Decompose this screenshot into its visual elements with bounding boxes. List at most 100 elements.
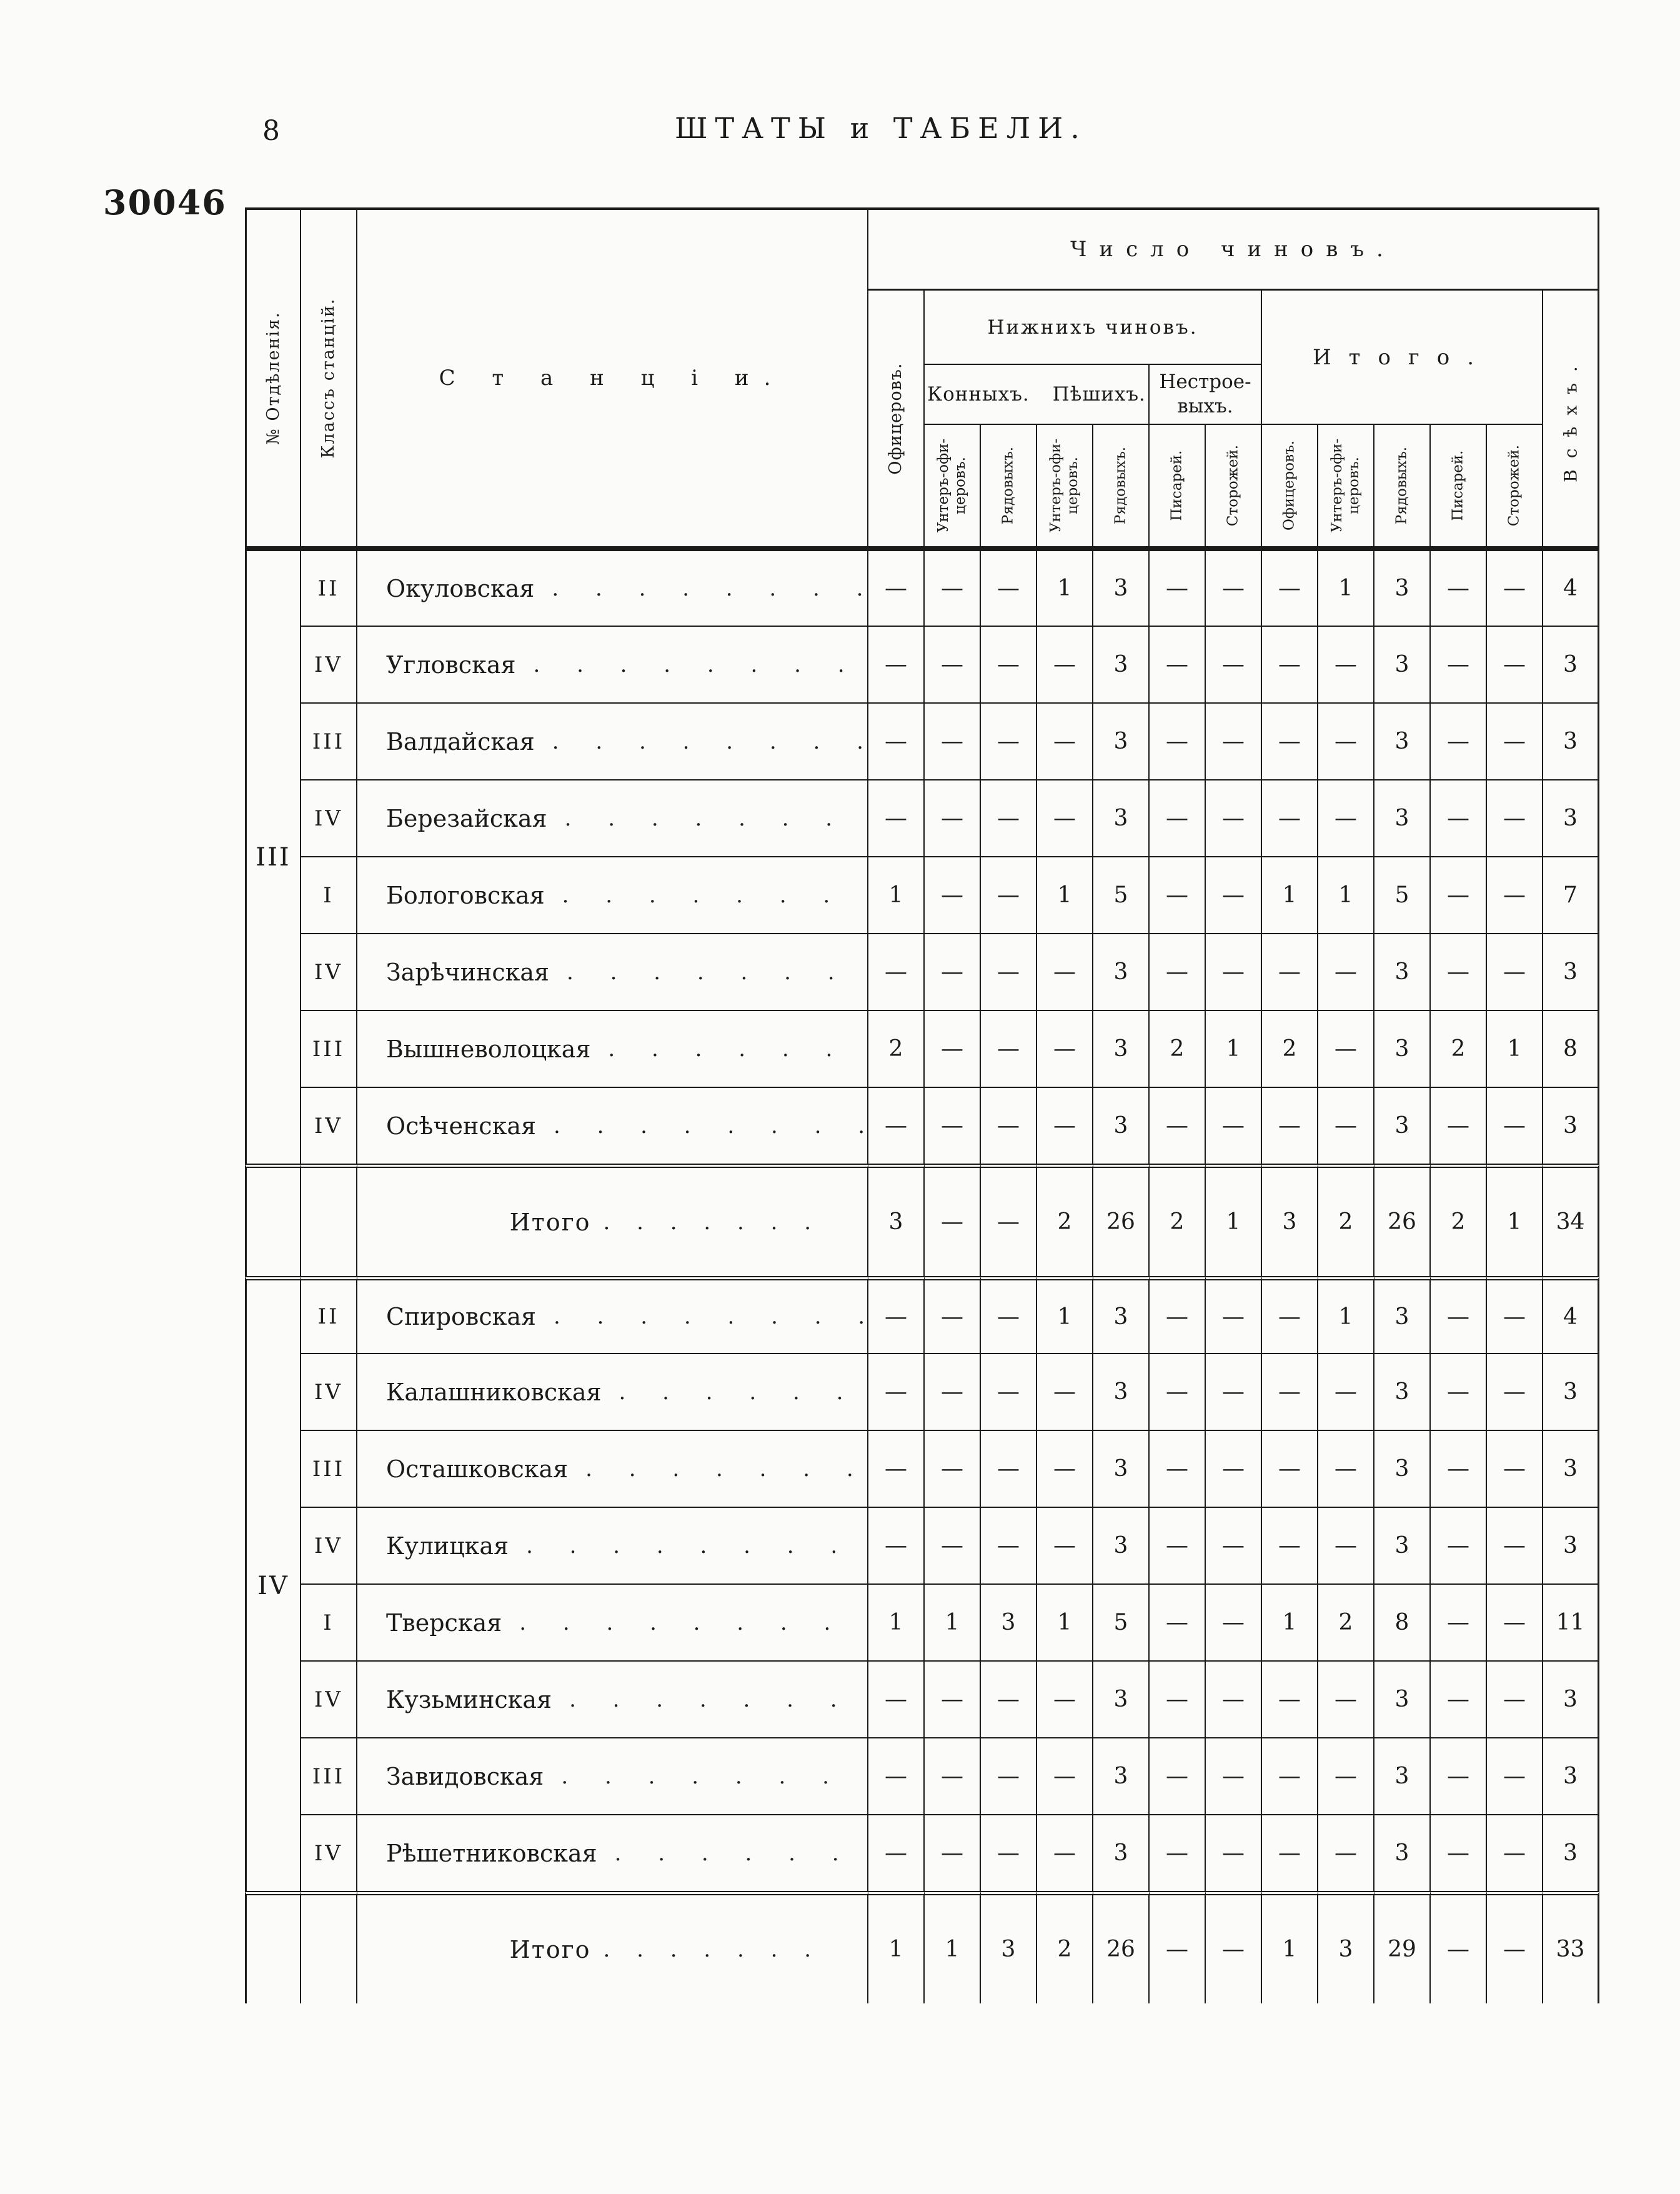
- staff-table: № Отдѣленія. Классъ станцій. С т а н ц і…: [245, 207, 1599, 2003]
- value-cell: 2: [1262, 1010, 1318, 1087]
- value-cell: —: [1206, 1087, 1262, 1164]
- spacer-cell: [301, 1164, 357, 1276]
- subtotal-value-cell: 2: [1431, 1164, 1487, 1276]
- header-lower-ranks-label: Нижнихъ чиновъ.: [987, 316, 1198, 339]
- value-cell: —: [1262, 933, 1318, 1010]
- value-cell: —: [1206, 626, 1262, 702]
- value-cell: 3: [1543, 1660, 1599, 1737]
- value-cell: 3: [1543, 933, 1599, 1010]
- value-cell: —: [981, 702, 1037, 779]
- value-cell: 3: [1543, 1353, 1599, 1430]
- value-cell: —: [925, 1010, 981, 1087]
- value-cell: —: [1037, 1010, 1093, 1087]
- value-cell: —: [1318, 779, 1374, 856]
- value-cell: 8: [1374, 1583, 1431, 1660]
- value-cell: —: [1318, 1737, 1374, 1814]
- value-cell: —: [1318, 1087, 1374, 1164]
- value-cell: 3: [1374, 1010, 1431, 1087]
- class-cell: II: [301, 1276, 357, 1353]
- value-cell: —: [1262, 1087, 1318, 1164]
- value-cell: —: [1487, 933, 1543, 1010]
- section-number: IV: [245, 1276, 301, 1891]
- value-cell: —: [1037, 1737, 1093, 1814]
- value-cell: —: [1487, 1814, 1543, 1891]
- value-cell: —: [925, 1430, 981, 1507]
- value-cell: —: [981, 856, 1037, 933]
- value-cell: —: [1037, 702, 1093, 779]
- value-cell: 5: [1374, 856, 1431, 933]
- class-cell: IV: [301, 626, 357, 702]
- class-cell: IV: [301, 1507, 357, 1583]
- value-cell: —: [1487, 702, 1543, 779]
- header-sub-column-label: Писарей.: [1449, 450, 1466, 521]
- value-cell: 3: [1374, 1430, 1431, 1507]
- value-cell: —: [1037, 1430, 1093, 1507]
- value-cell: 3: [1093, 1507, 1150, 1583]
- header-mounted-foot-label: Конныхъ. Пѣшихъ.: [927, 383, 1146, 406]
- header-officers-label: Офицеровъ.: [886, 362, 906, 475]
- value-cell: —: [1262, 702, 1318, 779]
- value-cell: 3: [1093, 626, 1150, 702]
- value-cell: —: [1037, 779, 1093, 856]
- subtotal-value-cell: 26: [1093, 1891, 1150, 2003]
- value-cell: —: [1431, 933, 1487, 1010]
- class-cell: III: [301, 1430, 357, 1507]
- value-cell: —: [925, 702, 981, 779]
- value-cell: —: [981, 1737, 1037, 1814]
- value-cell: 2: [868, 1010, 925, 1087]
- header-number-of-ranks-label: Число чиновъ.: [1070, 237, 1396, 262]
- value-cell: 1: [868, 856, 925, 933]
- value-cell: 3: [1093, 1660, 1150, 1737]
- value-cell: —: [981, 1010, 1037, 1087]
- value-cell: 3: [1093, 1010, 1150, 1087]
- value-cell: —: [1431, 856, 1487, 933]
- station-name: Валдайская: [357, 702, 868, 779]
- value-cell: —: [1431, 626, 1487, 702]
- value-cell: 3: [1374, 549, 1431, 626]
- value-cell: —: [1487, 1353, 1543, 1430]
- value-cell: —: [1487, 1507, 1543, 1583]
- value-cell: —: [1150, 702, 1206, 779]
- subtotal-label: Итого: [357, 1164, 868, 1276]
- value-cell: —: [1487, 779, 1543, 856]
- value-cell: —: [868, 1660, 925, 1737]
- value-cell: —: [1431, 1660, 1487, 1737]
- value-cell: —: [925, 1737, 981, 1814]
- value-cell: 3: [1374, 626, 1431, 702]
- value-cell: 3: [1093, 1737, 1150, 1814]
- value-cell: —: [981, 626, 1037, 702]
- header-department-number: № Отдѣленія.: [245, 207, 301, 549]
- header-station-class-label: Классъ станцій.: [319, 297, 339, 459]
- value-cell: —: [1206, 1353, 1262, 1430]
- value-cell: —: [1318, 1430, 1374, 1507]
- value-cell: —: [981, 779, 1037, 856]
- value-cell: 5: [1093, 856, 1150, 933]
- running-head: 8 ШТАТЫ и ТАБЕЛИ.: [0, 111, 1680, 155]
- value-cell: 3: [1093, 1087, 1150, 1164]
- header-sub-column-label: Унтеръ-офи- церовъ.: [935, 438, 968, 533]
- value-cell: —: [1037, 1814, 1093, 1891]
- class-cell: I: [301, 856, 357, 933]
- value-cell: —: [1431, 779, 1487, 856]
- value-cell: —: [1487, 1430, 1543, 1507]
- value-cell: —: [1318, 1010, 1374, 1087]
- value-cell: —: [981, 1276, 1037, 1353]
- station-name: Спировская: [357, 1276, 868, 1353]
- station-name: Завидовская: [357, 1737, 868, 1814]
- class-cell: III: [301, 1737, 357, 1814]
- value-cell: —: [1487, 1583, 1543, 1660]
- value-cell: —: [1206, 1660, 1262, 1737]
- value-cell: —: [981, 1430, 1037, 1507]
- value-cell: —: [868, 702, 925, 779]
- value-cell: —: [1150, 1814, 1206, 1891]
- subtotal-value-cell: 26: [1093, 1164, 1150, 1276]
- value-cell: —: [1431, 1430, 1487, 1507]
- header-total-group-label: Итого.: [1312, 344, 1492, 370]
- header-sub-column-label: Унтеръ-офи- церовъ.: [1047, 438, 1081, 533]
- value-cell: —: [1206, 702, 1262, 779]
- value-cell: —: [1037, 933, 1093, 1010]
- value-cell: 1: [1262, 1583, 1318, 1660]
- value-cell: 8: [1543, 1010, 1599, 1087]
- value-cell: —: [925, 1660, 981, 1737]
- subtotal-value-cell: 26: [1374, 1164, 1431, 1276]
